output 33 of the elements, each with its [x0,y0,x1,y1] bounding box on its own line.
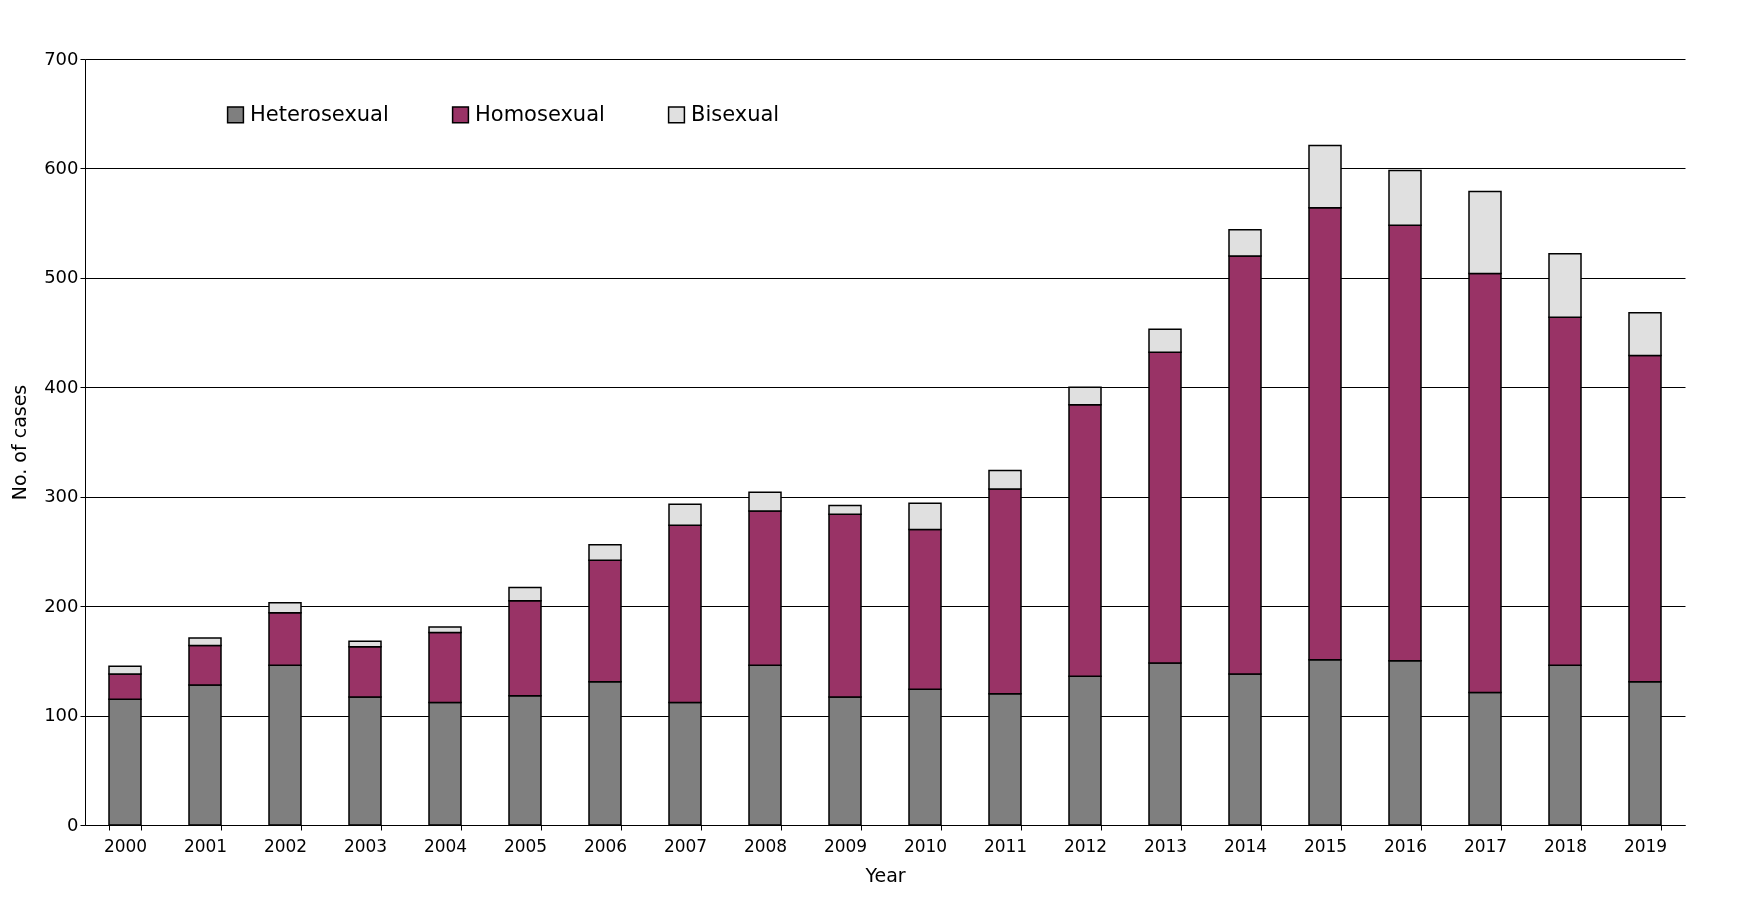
x-tick-label: 2005 [503,835,548,856]
x-tick-label: 2017 [1463,835,1508,856]
x-tick-label: 2008 [743,835,788,856]
x-tick-label: 2007 [663,835,708,856]
x-tick-label: 2006 [583,835,628,856]
y-tick-label: 400 [44,375,79,397]
legend-label: Heterosexual [250,101,389,126]
x-tick-label: 2016 [1383,835,1428,856]
x-tick-label: 2000 [103,835,148,856]
legend-label: Bisexual [691,101,780,126]
x-tick-label: 2013 [1143,835,1188,856]
y-axis-title: No. of cases [8,384,31,501]
legend-label: Homosexual [475,101,605,126]
y-tick-label: 0 [67,813,79,835]
x-tick-label: 2018 [1543,835,1588,856]
x-tick-label: 2003 [343,835,388,856]
y-tick-label: 700 [44,47,79,69]
x-tick-label: 2004 [423,835,468,856]
x-tick-label: 2011 [983,835,1028,856]
x-tick-label: 2019 [1623,835,1668,856]
x-tick-label: 2002 [263,835,308,856]
x-tick-label: 2014 [1223,835,1268,856]
x-tick-label: 2010 [903,835,948,856]
x-tick-label: 2009 [823,835,868,856]
x-tick-label: 2012 [1063,835,1108,856]
y-tick-label: 300 [44,485,79,507]
y-tick-label: 600 [44,156,79,178]
x-tick-label: 2001 [183,835,228,856]
x-axis-title: Year [864,863,906,886]
x-tick-label: 2015 [1303,835,1348,856]
y-tick-label: 200 [44,594,79,616]
y-tick-label: 100 [44,704,79,726]
y-tick-label: 500 [44,266,79,288]
